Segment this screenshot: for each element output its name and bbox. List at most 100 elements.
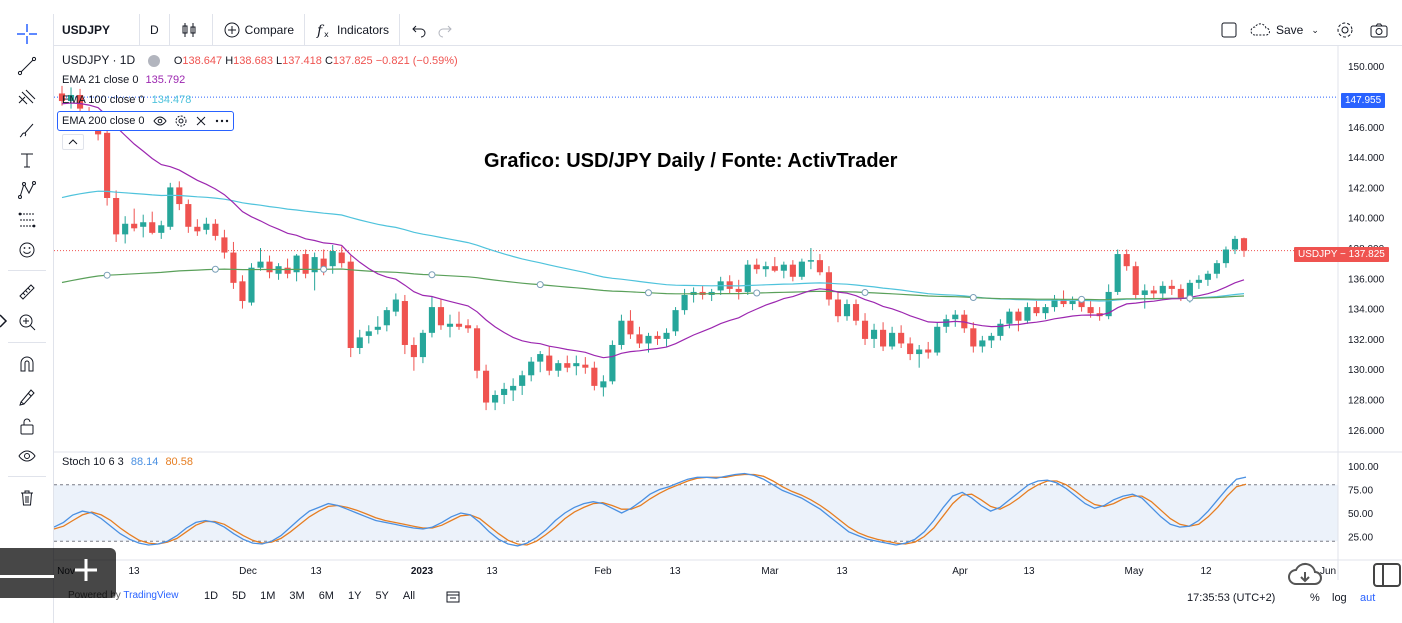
ema-marker bbox=[428, 271, 436, 279]
ema-marker bbox=[1078, 295, 1086, 303]
price-tick-label: 132.000 bbox=[1348, 335, 1385, 346]
candle-body bbox=[1051, 299, 1058, 308]
interval-button[interactable]: D bbox=[140, 13, 170, 46]
range-1y[interactable]: 1Y bbox=[347, 590, 362, 602]
eye-icon bbox=[18, 450, 36, 462]
candle-body bbox=[825, 272, 833, 300]
ema100-legend[interactable]: EMA 100 close 0 134.478 bbox=[62, 94, 191, 106]
range-5y[interactable]: 5Y bbox=[375, 590, 389, 602]
candle-body bbox=[257, 261, 264, 268]
more-icon[interactable] bbox=[215, 115, 229, 127]
range-buttons: 1D 5D 1M 3M 6M 1Y 5Y All bbox=[204, 590, 461, 604]
clock[interactable]: 17:35:53 (UTC+2) bbox=[1187, 592, 1276, 604]
low-value: 137.418 bbox=[282, 55, 322, 67]
lock-tool[interactable] bbox=[15, 414, 39, 438]
magnet-icon bbox=[20, 356, 34, 372]
stoch-band bbox=[54, 484, 1338, 542]
range-1d[interactable]: 1D bbox=[204, 590, 219, 602]
open-key: O bbox=[173, 55, 183, 67]
save-label: Save bbox=[1276, 23, 1304, 37]
candle-body bbox=[284, 267, 291, 274]
plus-icon[interactable] bbox=[72, 556, 100, 584]
price-tick-label: 142.000 bbox=[1348, 183, 1385, 194]
crosshair-icon bbox=[17, 24, 37, 44]
ruler-tool[interactable] bbox=[15, 280, 39, 304]
price-tick-label: 144.000 bbox=[1348, 153, 1385, 164]
ema-marker bbox=[753, 289, 761, 297]
candle-body bbox=[907, 343, 914, 355]
undo-button[interactable] bbox=[406, 17, 432, 43]
log-toggle[interactable]: log bbox=[1332, 592, 1347, 604]
cloud-download-icon[interactable] bbox=[1287, 560, 1323, 590]
text-tool[interactable] bbox=[15, 148, 39, 172]
eye-icon[interactable] bbox=[152, 115, 167, 127]
settings-icon[interactable] bbox=[175, 115, 187, 127]
candle-body bbox=[582, 364, 589, 368]
candle-style-icon bbox=[182, 22, 196, 37]
candle-body bbox=[239, 281, 246, 302]
remove-drawings-tool[interactable] bbox=[15, 486, 39, 510]
magnet-tool[interactable] bbox=[15, 352, 39, 376]
expand-toolbar-icon[interactable] bbox=[0, 313, 8, 329]
pitchfork-tool[interactable] bbox=[15, 86, 39, 110]
zoom-in-tool[interactable] bbox=[15, 310, 39, 334]
candle-body bbox=[564, 363, 571, 368]
range-3m[interactable]: 3M bbox=[289, 590, 305, 602]
main-series-legend: USDJPY · 1D O138.647 H138.683 L137.418 C… bbox=[62, 53, 458, 67]
compare-button[interactable]: Compare bbox=[213, 13, 306, 46]
candle-body bbox=[356, 337, 363, 348]
ema100-value: 134.478 bbox=[151, 94, 192, 106]
candle-body bbox=[970, 328, 977, 347]
candle-body bbox=[681, 294, 688, 311]
candle-body bbox=[185, 204, 192, 227]
lock-drawings-tool[interactable] bbox=[15, 384, 39, 408]
candle-body bbox=[916, 349, 923, 355]
candle-body bbox=[1015, 311, 1022, 321]
ema21-line bbox=[61, 102, 1245, 359]
brush-tool[interactable] bbox=[15, 118, 39, 142]
range-5d[interactable]: 5D bbox=[232, 590, 247, 602]
visibility-tool[interactable] bbox=[15, 444, 39, 468]
date-range-icon[interactable] bbox=[445, 590, 461, 604]
layout-icon[interactable] bbox=[1372, 562, 1402, 588]
close-icon[interactable] bbox=[195, 115, 207, 127]
redo-button[interactable] bbox=[432, 17, 458, 43]
market-status-icon bbox=[148, 54, 161, 67]
low-key: L bbox=[276, 55, 283, 67]
percent-toggle[interactable]: % bbox=[1310, 592, 1320, 604]
collapse-legend-button[interactable] bbox=[62, 134, 84, 150]
candle-body bbox=[1042, 307, 1049, 314]
candle-body bbox=[654, 335, 661, 339]
candle-body bbox=[203, 223, 210, 230]
stoch-tick-label: 50.00 bbox=[1348, 509, 1373, 520]
candle-body bbox=[392, 299, 399, 312]
ema21-legend[interactable]: EMA 21 close 0 135.792 bbox=[62, 74, 185, 86]
snapshot-button[interactable] bbox=[1366, 17, 1392, 43]
pattern-tool[interactable] bbox=[15, 178, 39, 202]
stochastic-legend[interactable]: Stoch 10 6 3 88.14 80.58 bbox=[62, 456, 193, 468]
forecast-tool[interactable] bbox=[15, 208, 39, 232]
symbol-search-button[interactable]: USDJPY bbox=[50, 13, 140, 46]
range-all[interactable]: All bbox=[402, 590, 416, 602]
ema200-legend[interactable]: EMA 200 close 0 bbox=[57, 111, 234, 131]
candle-body bbox=[843, 304, 851, 317]
emoji-tool[interactable] bbox=[15, 238, 39, 262]
trend-line-tool[interactable] bbox=[15, 54, 39, 78]
ema-marker bbox=[536, 281, 544, 289]
range-6m[interactable]: 6M bbox=[318, 590, 334, 602]
candle-body bbox=[663, 332, 670, 339]
fullscreen-button[interactable] bbox=[1216, 17, 1242, 43]
crosshair-tool[interactable] bbox=[15, 22, 39, 46]
forecast-icon bbox=[18, 212, 36, 228]
chart-style-button[interactable] bbox=[170, 13, 213, 46]
candle-body bbox=[762, 266, 769, 270]
save-button[interactable]: Save ⌄ bbox=[1250, 23, 1324, 37]
auto-toggle[interactable]: aut bbox=[1360, 592, 1376, 604]
settings-button[interactable] bbox=[1332, 17, 1358, 43]
time-tick-label: 12 bbox=[1200, 566, 1212, 577]
range-1m[interactable]: 1M bbox=[260, 590, 276, 602]
stoch-d-line bbox=[53, 473, 1247, 546]
